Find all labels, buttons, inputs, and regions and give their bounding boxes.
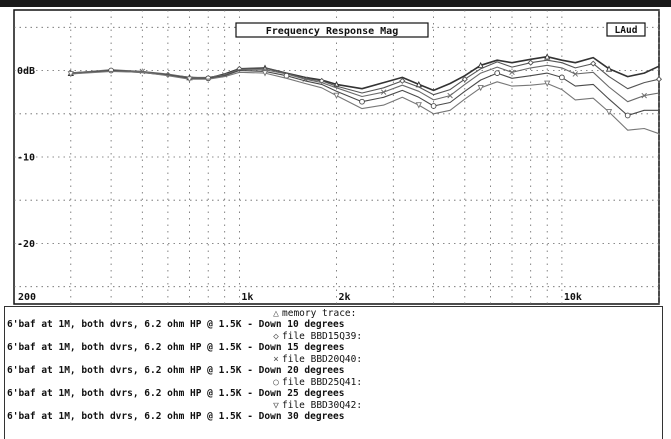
x-tick-label: 1k bbox=[241, 292, 253, 303]
series-marker bbox=[67, 71, 74, 78]
legend-entry-name: ▽ file BBD30Q42: bbox=[270, 400, 362, 411]
plot-frame bbox=[13, 9, 660, 305]
series-marker bbox=[477, 61, 484, 69]
legend-entry-label: file BBD25Q41: bbox=[282, 377, 363, 388]
legend-entry-label: file BBD20Q40: bbox=[282, 354, 363, 365]
y-tick-label: -20 bbox=[17, 239, 35, 250]
series-marker bbox=[318, 77, 325, 84]
legend-entry-label: file BBD30Q42: bbox=[282, 400, 363, 411]
series-marker bbox=[477, 84, 484, 92]
legend-entry-description: 6'baf at 1M, both dvrs, 6.2 ohm HP @ 1.5… bbox=[7, 319, 345, 330]
series-marker bbox=[544, 53, 551, 60]
series-marker bbox=[415, 102, 422, 109]
series-line bbox=[70, 70, 660, 135]
series-marker bbox=[624, 112, 631, 119]
series-marker bbox=[590, 60, 597, 67]
cross-icon: × bbox=[273, 354, 279, 365]
series-marker bbox=[559, 74, 565, 81]
series-marker bbox=[527, 59, 534, 66]
legend-panel: △ memory trace: 6'baf at 1M, both dvrs, 6… bbox=[4, 306, 663, 439]
series-marker bbox=[572, 71, 579, 77]
top-bezel bbox=[0, 0, 671, 7]
series-marker bbox=[605, 109, 613, 116]
x-tick-label: 10k bbox=[564, 292, 582, 303]
series-marker bbox=[399, 77, 406, 84]
grid-layer bbox=[14, 10, 660, 304]
x-tick-label: 2k bbox=[339, 292, 351, 303]
series-marker bbox=[494, 70, 501, 76]
legend-entry-description: 6'baf at 1M, both dvrs, 6.2 ohm HP @ 1.5… bbox=[7, 342, 345, 353]
series-line bbox=[70, 64, 660, 103]
label-layer: 0dB -10 -20 200 1k 2k 10k bbox=[17, 66, 582, 303]
series-marker bbox=[380, 89, 387, 95]
series-marker bbox=[447, 92, 453, 99]
series-marker bbox=[186, 76, 193, 83]
series-marker bbox=[509, 69, 515, 76]
channel-badge[interactable]: LAud bbox=[606, 22, 646, 37]
legend-entry-description: 6'baf at 1M, both dvrs, 6.2 ohm HP @ 1.5… bbox=[7, 388, 345, 399]
triangle-down-icon: ▽ bbox=[273, 400, 279, 411]
chart-title-frame bbox=[235, 22, 429, 38]
series-marker bbox=[461, 76, 468, 83]
legend-entry-description: 6'baf at 1M, both dvrs, 6.2 ohm HP @ 1.5… bbox=[7, 411, 345, 422]
diamond-icon: ◇ bbox=[273, 331, 279, 342]
legend-entry-name: △ memory trace: bbox=[270, 308, 356, 319]
chart-title: Frequency Response Mag bbox=[266, 26, 398, 37]
legend-entry-name: × file BBD20Q40: bbox=[270, 354, 362, 365]
x-tick-label: 200 bbox=[18, 292, 36, 303]
series-marker bbox=[205, 75, 212, 82]
series-marker bbox=[605, 65, 613, 72]
legend-entry-label: memory trace: bbox=[282, 308, 357, 319]
series-marker bbox=[655, 76, 663, 83]
legend-entry-label: file BBD15Q39: bbox=[282, 331, 363, 342]
series-line bbox=[70, 69, 659, 117]
y-tick-label: 0dB bbox=[17, 66, 35, 77]
series-marker bbox=[359, 98, 365, 105]
channel-badge-frame bbox=[606, 22, 646, 37]
triangle-up-icon: △ bbox=[273, 308, 279, 319]
series-marker bbox=[430, 103, 437, 109]
series-marker bbox=[108, 67, 114, 74]
circle-icon: ○ bbox=[273, 377, 279, 388]
series-line bbox=[70, 59, 660, 96]
series-marker bbox=[544, 80, 551, 87]
legend-entry-description: 6'baf at 1M, both dvrs, 6.2 ohm HP @ 1.5… bbox=[7, 365, 345, 376]
chart-title-box: Frequency Response Mag bbox=[235, 22, 429, 38]
legend-entry-name: ◇ file BBD15Q39: bbox=[270, 331, 362, 342]
y-tick-label: -10 bbox=[17, 153, 35, 164]
series-marker bbox=[261, 70, 269, 77]
series-marker bbox=[333, 92, 340, 100]
series-marker bbox=[641, 92, 647, 99]
legend-entry-name: ○ file BBD25Q41: bbox=[270, 377, 362, 388]
series-layer bbox=[67, 53, 663, 135]
channel-badge-label: LAud bbox=[615, 25, 638, 36]
